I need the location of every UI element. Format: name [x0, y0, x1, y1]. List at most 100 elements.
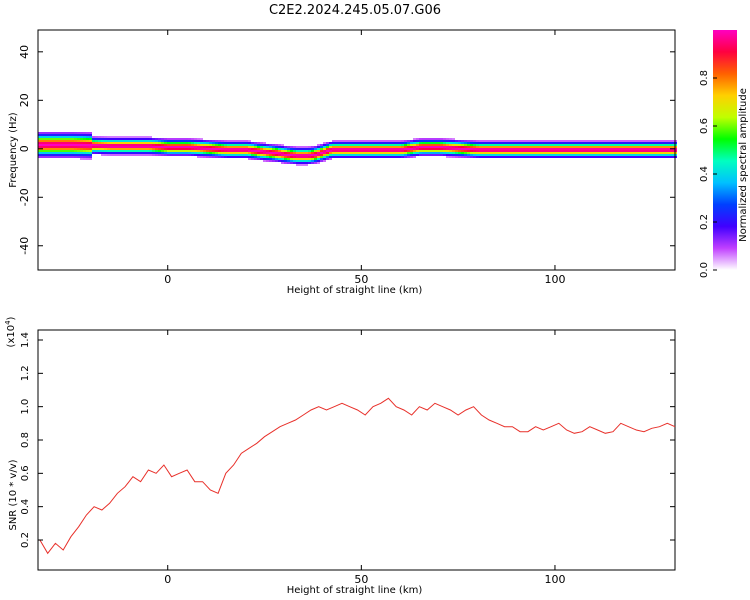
spectrogram-cell — [275, 152, 278, 154]
spectrogram-cell — [275, 150, 278, 152]
spectrogram-cell — [221, 148, 224, 150]
spectrogram-cell — [83, 144, 86, 146]
spectrogram-cell — [299, 148, 302, 150]
spectrogram-cell — [536, 144, 539, 146]
spectrogram-cell — [455, 156, 458, 158]
spectrogram-cell — [161, 144, 164, 146]
spectrogram-cell — [53, 134, 56, 136]
spectrogram-cell — [140, 152, 143, 154]
spectrogram-cell — [545, 144, 548, 146]
spectrogram-cell — [635, 140, 638, 142]
spectrogram-cell — [413, 144, 416, 146]
spectrogram-cell — [59, 140, 62, 142]
spectrogram-cell — [491, 142, 494, 144]
spectrogram-cell — [188, 140, 191, 142]
spectrogram-cell — [281, 144, 284, 146]
spectrogram-cell — [92, 148, 95, 150]
spectrogram-cell — [476, 142, 479, 144]
spectrogram-cell — [242, 150, 245, 152]
spectrogram-cell — [605, 142, 608, 144]
spectrogram-cell — [167, 154, 170, 156]
spectrogram-cell — [500, 150, 503, 152]
spectrogram-cell — [338, 140, 341, 142]
spectrogram-cell — [554, 152, 557, 154]
spectrogram-cell — [263, 150, 266, 152]
spectrogram-cell — [455, 150, 458, 152]
spectrogram-cell — [560, 150, 563, 152]
spectrogram-cell — [608, 146, 611, 148]
spectrogram-cell — [149, 148, 152, 150]
spectrogram-cell — [116, 154, 119, 156]
spectrogram-cell — [506, 142, 509, 144]
spectrogram-cell — [53, 142, 56, 144]
spectrogram-cell — [62, 140, 65, 142]
spectrogram-cell — [446, 146, 449, 148]
spectrogram-x-axis-label: Height of straight line (km) — [287, 285, 423, 296]
spectrogram-cell — [419, 144, 422, 146]
spectrogram-cell — [590, 152, 593, 154]
spectrogram-cell — [74, 144, 77, 146]
spectrogram-cell — [449, 156, 452, 158]
spectrogram-cell — [77, 134, 80, 136]
spectrogram-cell — [551, 148, 554, 150]
spectrogram-cell — [269, 154, 272, 156]
spectrogram-cell — [551, 144, 554, 146]
spectrogram-cell — [101, 154, 104, 156]
spectrogram-cell — [38, 144, 41, 146]
spectrogram-cell — [338, 148, 341, 150]
spectrogram-cell — [230, 152, 233, 154]
spectrogram-cell — [524, 140, 527, 142]
spectrogram-cell — [80, 146, 83, 148]
spectrogram-cell — [122, 136, 125, 138]
spectrogram-cell — [206, 144, 209, 146]
spectrogram-cell — [107, 154, 110, 156]
spectrogram-cell — [647, 152, 650, 154]
spectrogram-cell — [98, 138, 101, 140]
spectrogram-cell — [356, 142, 359, 144]
spectrogram-cell — [650, 150, 653, 152]
spectrogram-cell — [194, 146, 197, 148]
spectrogram-cell — [149, 138, 152, 140]
spectrogram-cell — [419, 146, 422, 148]
spectrogram-cell — [284, 152, 287, 154]
snr-y-tick-label: 1.2 — [20, 365, 31, 381]
spectrogram-cell — [65, 136, 68, 138]
spectrogram-cell — [86, 134, 89, 136]
spectrogram-cell — [110, 152, 113, 154]
spectrogram-cell — [188, 144, 191, 146]
spectrogram-cell — [110, 136, 113, 138]
spectrogram-cell — [389, 154, 392, 156]
spectrogram-cell — [542, 144, 545, 146]
spectrogram-cell — [158, 140, 161, 142]
spectrogram-cell — [548, 140, 551, 142]
spectrogram-cell — [476, 144, 479, 146]
spectrogram-cell — [194, 140, 197, 142]
spectrogram-cell — [71, 152, 74, 154]
spectrogram-cell — [71, 140, 74, 142]
spectrogram-cell — [491, 146, 494, 148]
spectrogram-cell — [317, 162, 320, 164]
spectrogram-cell — [488, 152, 491, 154]
spectrogram-cell — [146, 146, 149, 148]
spectrogram-cell — [266, 156, 269, 158]
spectrogram-cell — [83, 154, 86, 156]
spectrogram-cell — [590, 148, 593, 150]
spectrogram-cell — [38, 156, 41, 158]
spectrogram-cell — [260, 146, 263, 148]
spectrogram-cell — [449, 144, 452, 146]
spectrogram-cell — [590, 146, 593, 148]
spectrogram-cell — [332, 148, 335, 150]
spectrogram-cell — [641, 144, 644, 146]
spectrogram-cell — [368, 150, 371, 152]
spectrogram-cell — [113, 142, 116, 144]
spectrogram-cell — [71, 146, 74, 148]
spectrogram-cell — [422, 146, 425, 148]
spectrogram-cell — [182, 138, 185, 140]
spectrogram-cell — [575, 150, 578, 152]
spectrogram-cell — [425, 138, 428, 140]
spectrogram-cell — [182, 142, 185, 144]
spectrogram-cell — [77, 146, 80, 148]
spectrogram-cell — [572, 150, 575, 152]
spectrogram-cell — [581, 152, 584, 154]
spectrogram-cell — [59, 152, 62, 154]
